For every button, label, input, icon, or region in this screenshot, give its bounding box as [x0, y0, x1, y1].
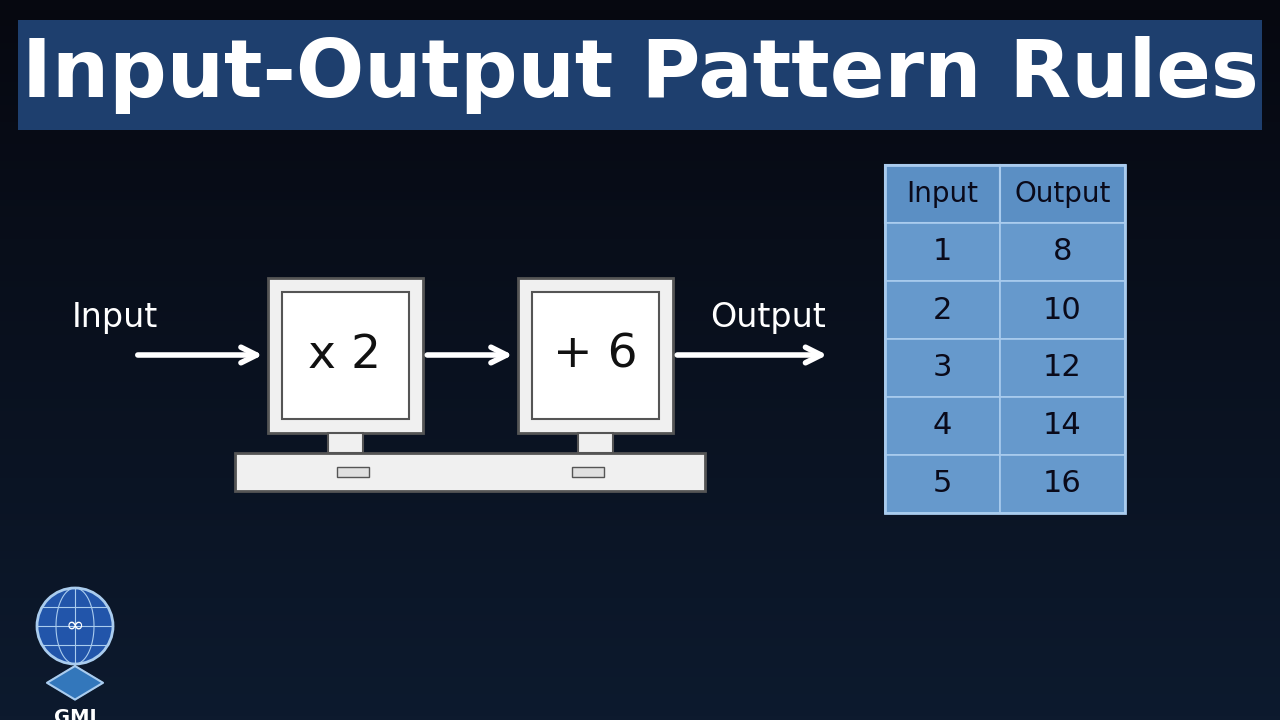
Bar — [884, 223, 1000, 281]
Text: x 2: x 2 — [308, 333, 381, 377]
Bar — [1000, 397, 1125, 455]
Bar — [884, 165, 1125, 513]
Bar — [236, 452, 705, 490]
Bar — [1000, 165, 1125, 223]
Text: 1: 1 — [933, 238, 952, 266]
Bar — [268, 277, 422, 433]
Bar — [1000, 339, 1125, 397]
Bar — [884, 397, 1000, 455]
Text: 2: 2 — [933, 295, 952, 325]
Bar — [884, 165, 1000, 223]
Bar — [1000, 281, 1125, 339]
Bar — [1000, 223, 1125, 281]
Bar — [577, 433, 613, 452]
Bar — [282, 292, 408, 418]
Text: 3: 3 — [933, 354, 952, 382]
Text: 14: 14 — [1043, 412, 1082, 441]
Text: ∞: ∞ — [65, 616, 84, 636]
Text: 10: 10 — [1043, 295, 1082, 325]
Text: 4: 4 — [933, 412, 952, 441]
Text: Input-Output Pattern Rules: Input-Output Pattern Rules — [22, 36, 1258, 114]
Text: Input: Input — [906, 180, 978, 208]
Polygon shape — [47, 666, 102, 700]
Text: Input: Input — [72, 300, 159, 333]
Text: Output: Output — [1014, 180, 1111, 208]
Bar — [884, 339, 1000, 397]
Text: 5: 5 — [933, 469, 952, 498]
Text: + 6: + 6 — [553, 333, 637, 377]
Bar — [328, 433, 362, 452]
Bar — [884, 455, 1000, 513]
Text: Output: Output — [710, 300, 826, 333]
Text: 16: 16 — [1043, 469, 1082, 498]
Bar — [1000, 455, 1125, 513]
Bar — [18, 20, 1262, 130]
Bar — [517, 277, 672, 433]
Circle shape — [37, 588, 113, 664]
Bar — [884, 281, 1000, 339]
Text: 8: 8 — [1052, 238, 1073, 266]
Bar — [531, 292, 658, 418]
Bar — [571, 467, 603, 477]
Text: 12: 12 — [1043, 354, 1082, 382]
Text: GMI: GMI — [54, 708, 96, 720]
Bar — [337, 467, 369, 477]
